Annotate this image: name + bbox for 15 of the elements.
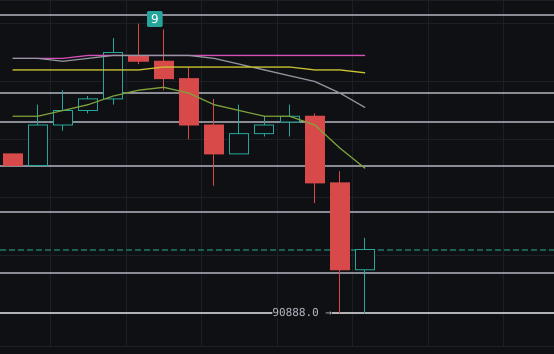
candlestick xyxy=(28,104,48,166)
candlestick xyxy=(53,90,73,132)
candlestick xyxy=(179,66,199,140)
annotation: 90888.0 → xyxy=(272,306,332,320)
candlestick xyxy=(229,104,249,154)
candlestick xyxy=(154,28,174,91)
candlestick xyxy=(330,170,350,314)
candlestick xyxy=(204,98,224,186)
candlestick xyxy=(305,112,325,204)
candlestick xyxy=(128,23,149,65)
candlestick xyxy=(355,237,375,314)
candlestick xyxy=(3,153,23,166)
candlestick xyxy=(103,38,123,106)
annotation: 9 xyxy=(151,12,159,26)
candlestick xyxy=(254,116,274,138)
